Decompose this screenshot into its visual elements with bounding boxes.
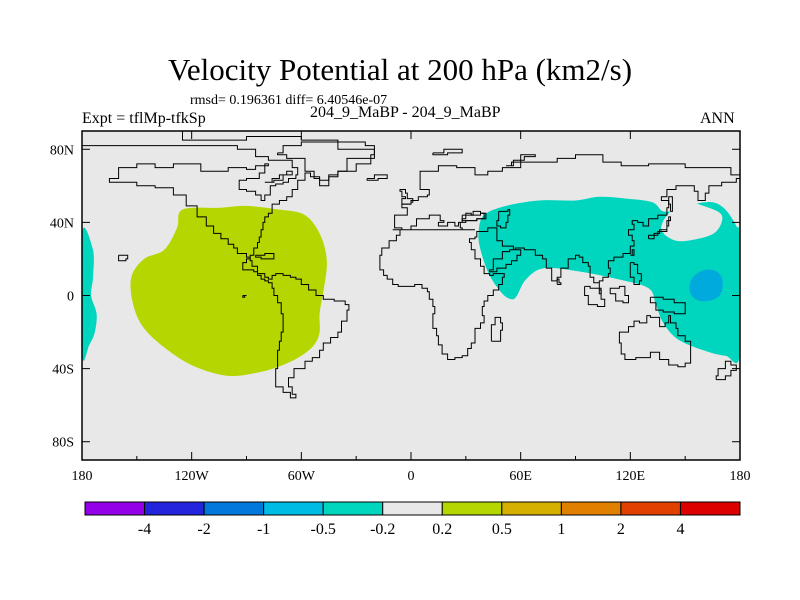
borneo-sumatra-line bbox=[584, 285, 606, 307]
positive-anomaly-west-region bbox=[130, 205, 327, 377]
y-tick-label: 0 bbox=[67, 290, 74, 305]
colorbar-label: 0.2 bbox=[432, 521, 452, 538]
colorbar-label: -1 bbox=[257, 521, 270, 538]
y-tick-label: 80N bbox=[50, 143, 74, 158]
x-tick-label: 180 bbox=[72, 469, 93, 484]
madagascar-line bbox=[490, 316, 503, 342]
taiwan-line bbox=[630, 249, 635, 256]
y-tick-label: 80S bbox=[52, 436, 74, 451]
colorbar-swatch bbox=[382, 501, 443, 516]
new-guinea-line bbox=[649, 296, 686, 315]
colorbar-swatch bbox=[322, 501, 384, 516]
borneo-line bbox=[609, 285, 629, 304]
cuba-line bbox=[255, 253, 275, 260]
colorbar-label: 2 bbox=[617, 521, 625, 538]
eurasia-africa-coast-line bbox=[379, 154, 740, 360]
new-zealand-line bbox=[715, 360, 737, 381]
gray-hole-pacific-region bbox=[661, 202, 723, 242]
sri-lanka-line bbox=[556, 278, 562, 285]
colorbar-swatch bbox=[263, 501, 324, 516]
galapagos-line bbox=[242, 295, 247, 298]
colorbar-swatch bbox=[144, 501, 205, 516]
colorbar-label: 0.5 bbox=[492, 521, 512, 538]
colorbar-label: 4 bbox=[676, 521, 684, 538]
novaya-zemlya-line bbox=[506, 154, 536, 167]
colorbar-label: -4 bbox=[138, 521, 151, 538]
x-tick-label: 60E bbox=[509, 469, 532, 484]
british-isles-line bbox=[399, 189, 414, 205]
black-sea-line bbox=[461, 210, 487, 222]
season-label: ANN bbox=[700, 110, 735, 127]
colorbar-swatch bbox=[441, 501, 503, 516]
colorbar-label: 1 bbox=[557, 521, 565, 538]
case-label: 204_9_MaBP - 204_9_MaBP bbox=[310, 104, 501, 121]
chart-title: Velocity Potential at 200 hPa (km2/s) bbox=[167, 52, 633, 87]
colorbar-label: -0.5 bbox=[311, 521, 336, 538]
colorbar-swatch bbox=[84, 501, 146, 516]
svalbard-line bbox=[432, 148, 463, 156]
experiment-label: Expt = tflMp-tfkSp bbox=[82, 110, 206, 127]
greenland-island-line bbox=[277, 141, 375, 187]
hawaii-line bbox=[118, 254, 129, 262]
negative-anomaly-dateline-west-region bbox=[82, 227, 97, 361]
colorbar-swatch bbox=[620, 501, 681, 516]
colorbar-swatch bbox=[203, 501, 265, 516]
colorbar-swatch bbox=[560, 501, 622, 516]
stats-line: rmsd= 0.196361 diff= 6.40546e-07 bbox=[190, 93, 388, 108]
caspian-sea-line bbox=[496, 209, 511, 229]
japan-line bbox=[648, 216, 671, 240]
colorbar-label: -0.2 bbox=[370, 521, 395, 538]
iceland-line bbox=[366, 174, 388, 181]
colorbar-swatch bbox=[679, 501, 741, 516]
sakhalin-line bbox=[668, 196, 673, 212]
colorbar-swatch bbox=[501, 501, 562, 516]
x-tick-label: 0 bbox=[408, 469, 415, 484]
americas-coast-line bbox=[82, 131, 375, 399]
australia-coast-line bbox=[618, 315, 692, 368]
core-negative-pacific-region bbox=[689, 269, 723, 302]
x-tick-label: 60W bbox=[288, 469, 316, 484]
hudson-bay-islands-line bbox=[264, 170, 293, 183]
x-tick-label: 120W bbox=[175, 469, 210, 484]
philippines-line bbox=[629, 262, 642, 285]
x-tick-label: 120E bbox=[616, 469, 646, 484]
y-tick-label: 40N bbox=[50, 216, 74, 231]
colorbar-label: -2 bbox=[197, 521, 210, 538]
x-tick-label: 180 bbox=[730, 469, 751, 484]
y-tick-label: 40S bbox=[52, 363, 74, 378]
